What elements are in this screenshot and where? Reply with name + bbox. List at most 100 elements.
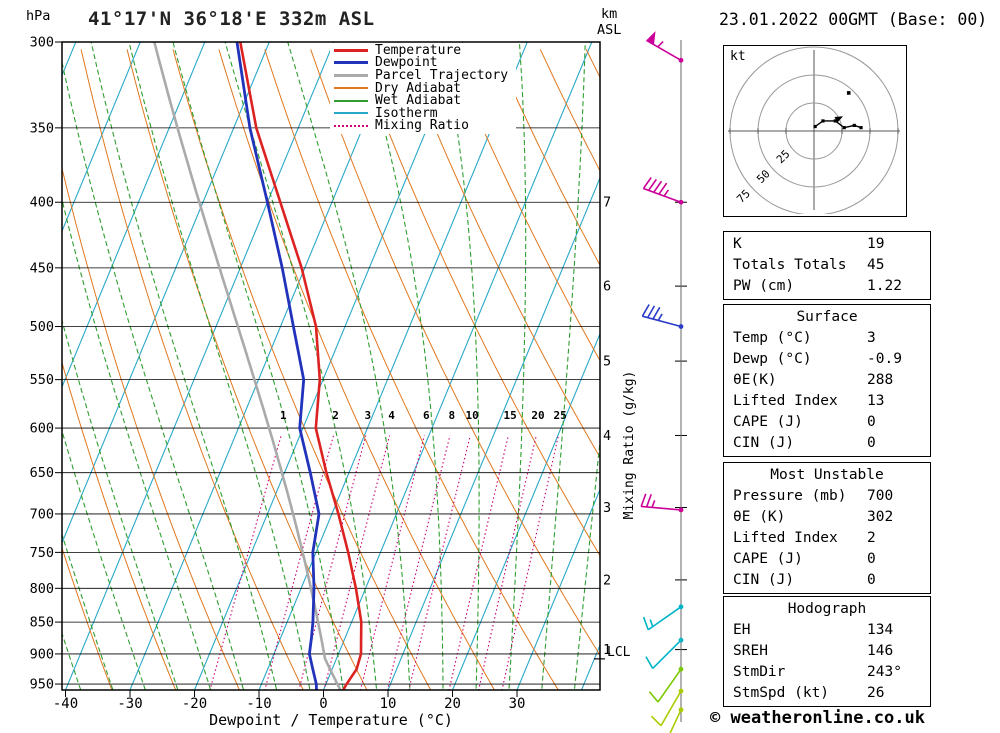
stat-label: θE(K) [733, 372, 777, 388]
stat-value: 302 [867, 509, 894, 525]
dry-adiabat-line-swatch [334, 87, 368, 90]
stat-label: Dewp (°C) [733, 351, 812, 367]
svg-text:6: 6 [603, 279, 611, 295]
svg-text:-40: -40 [53, 696, 78, 712]
stat-label: CIN (J) [733, 435, 795, 451]
svg-text:20: 20 [531, 409, 544, 422]
wind-barb [650, 688, 684, 727]
legend-item-mixing-ratio: Mixing Ratio [334, 118, 508, 133]
hodograph-unit-label: kt [730, 49, 746, 64]
stat-value: 26 [867, 685, 885, 701]
stat-label: StmSpd (kt) [733, 685, 830, 701]
stat-row: PW (cm) 1.22 [724, 276, 930, 297]
most-unstable-panel: Most Unstable Pressure (mb) 700 θE (K) 302… [723, 462, 931, 594]
stat-value: 288 [867, 372, 894, 388]
stat-label: SREH [733, 643, 768, 659]
mixing-ratio-line-swatch [334, 124, 368, 127]
stat-value: 0 [867, 435, 876, 451]
axis-labels: 3003504004505005506006507007508008509009… [30, 35, 687, 712]
wind-barb [669, 707, 684, 733]
svg-text:400: 400 [30, 195, 54, 211]
svg-text:2: 2 [332, 409, 339, 422]
stat-value: 1.22 [867, 278, 902, 294]
svg-text:-10: -10 [246, 696, 271, 712]
stat-row: Lifted Index 2 [724, 528, 930, 549]
svg-text:4: 4 [388, 409, 395, 422]
svg-text:750: 750 [30, 545, 54, 561]
svg-text:650: 650 [30, 465, 54, 481]
svg-text:300: 300 [30, 35, 54, 51]
run-datetime-label: 23.01.2022 00GMT (Base: 00) [719, 10, 988, 29]
legend-item-parcel: Parcel Trajectory [334, 68, 508, 83]
stability-indices-panel: K 19 Totals Totals 45 PW (cm) 1.22 [723, 231, 931, 300]
panel-title: Surface [796, 309, 858, 325]
stat-label: K [733, 236, 742, 252]
wind-barb [642, 604, 684, 631]
svg-text:25: 25 [553, 409, 566, 422]
wind-barb [642, 177, 684, 205]
parcel-trajectory-curve [152, 42, 342, 690]
svg-text:50: 50 [754, 167, 773, 186]
lcl-marker-label: LCL [607, 645, 631, 660]
svg-text:4: 4 [603, 428, 611, 444]
stat-value: 13 [867, 393, 885, 409]
legend-item-wet-adiabat: Wet Adiabat [334, 93, 508, 108]
svg-text:350: 350 [30, 120, 54, 136]
svg-text:1: 1 [603, 642, 611, 658]
stat-row: CIN (J) 0 [724, 570, 930, 591]
x-axis-title: Dewpoint / Temperature (°C) [209, 711, 453, 729]
legend-item-temperature: Temperature [334, 43, 508, 58]
stat-label: CAPE (J) [733, 414, 803, 430]
svg-text:6: 6 [423, 409, 430, 422]
sounding-curves [152, 42, 363, 690]
stat-row: Lifted Index 13 [724, 391, 930, 412]
stat-label: Totals Totals [733, 257, 847, 273]
svg-text:850: 850 [30, 615, 54, 631]
stat-row: θE(K) 288 [724, 370, 930, 391]
stat-row: K 19 [724, 234, 930, 255]
stat-row: SREH 146 [724, 641, 930, 662]
stat-value: -0.9 [867, 351, 902, 367]
stat-label: EH [733, 622, 751, 638]
svg-text:450: 450 [30, 260, 54, 276]
stat-row: EH 134 [724, 620, 930, 641]
wind-barb [648, 666, 684, 703]
stat-row: CIN (J) 0 [724, 433, 930, 454]
isotherm-line-swatch [334, 112, 368, 115]
svg-text:1: 1 [280, 409, 287, 422]
hodograph-panel: 25 50 75 kt [723, 45, 907, 217]
svg-text:25: 25 [774, 148, 793, 167]
stat-value: 134 [867, 622, 894, 638]
stat-value: 146 [867, 643, 894, 659]
altitude-axis-unit-asl: ASL [597, 22, 622, 38]
svg-text:0: 0 [319, 696, 327, 712]
svg-text:20: 20 [444, 696, 461, 712]
chart-legend: Temperature Dewpoint Parcel Trajectory D… [330, 43, 517, 135]
stat-row: Pressure (mb) 700 [724, 486, 930, 507]
plot-border [61, 41, 601, 691]
stat-row: θE (K) 302 [724, 507, 930, 528]
stat-row: StmSpd (kt) 26 [724, 683, 930, 704]
legend-item-isotherm: Isotherm [334, 106, 508, 121]
wind-barb-column [640, 31, 684, 733]
dewpoint-curve [235, 42, 321, 690]
panel-title: Most Unstable [770, 467, 884, 483]
stat-label: Lifted Index [733, 393, 838, 409]
stat-value: 19 [867, 236, 885, 252]
stat-label: Pressure (mb) [733, 488, 847, 504]
temperature-line-swatch [334, 48, 368, 52]
stat-row: StmDir 243° [724, 662, 930, 683]
legend-item-dry-adiabat: Dry Adiabat [334, 81, 508, 96]
stat-value: 45 [867, 257, 885, 273]
svg-text:8: 8 [448, 409, 455, 422]
svg-text:10: 10 [380, 696, 397, 712]
stat-value: 243° [867, 664, 902, 680]
mixing-ratio-labels: 1 2 3 4 6 8 10 15 20 25 [280, 409, 567, 422]
stat-value: 0 [867, 551, 876, 567]
stat-value: 0 [867, 414, 876, 430]
svg-text:7: 7 [603, 195, 611, 211]
wind-barb [640, 493, 684, 513]
